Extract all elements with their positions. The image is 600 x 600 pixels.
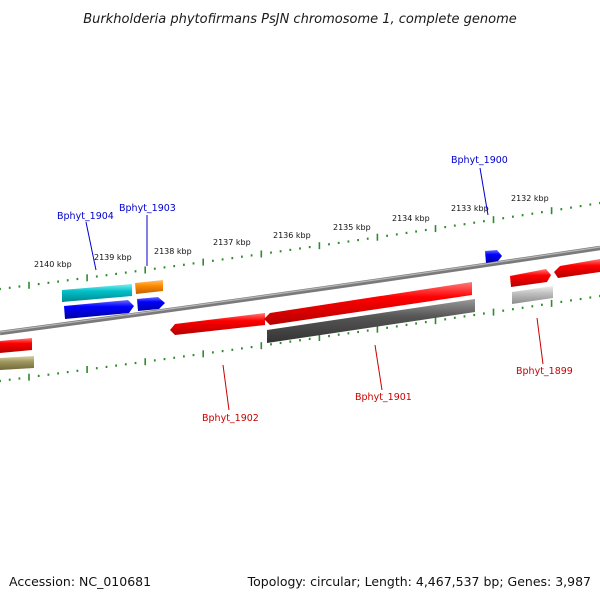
feature-bphyt-1901-red[interactable]: [264, 282, 472, 325]
inner-tick-track: [0, 294, 600, 383]
bphyt-1904-blue-arrow[interactable]: [64, 300, 134, 319]
gene-label-bphyt-1899[interactable]: Bphyt_1899: [516, 366, 573, 377]
leader-line-bphyt-1904: [85, 221, 97, 271]
feature-bphyt-1899-upper-left[interactable]: [510, 269, 551, 287]
tick-label-2134: 2134 kbp: [392, 214, 430, 223]
gene-label-bphyt-1900[interactable]: Bphyt_1900: [451, 155, 508, 166]
tick-label-2132: 2132 kbp: [511, 194, 549, 203]
chromosome-backbone: [0, 245, 600, 336]
tick-label-2136: 2136 kbp: [273, 231, 311, 240]
feature-left-olive[interactable]: [0, 356, 34, 370]
feature-bphyt-1901-gray[interactable]: [267, 299, 475, 343]
leader-line-bphyt-1900: [479, 167, 489, 216]
leader-line-bphyt-1899: [536, 317, 544, 365]
feature-bphyt-1899-lower[interactable]: [512, 286, 553, 304]
tick-label-2135: 2135 kbp: [333, 223, 371, 232]
gene-label-bphyt-1901[interactable]: Bphyt_1901: [355, 392, 412, 403]
feature-bphyt-1899-upper-right[interactable]: [554, 259, 600, 278]
outer-tick-track: [0, 201, 600, 291]
feature-bphyt-1900[interactable]: [485, 250, 502, 263]
bphyt-1904-cyan-feature[interactable]: [62, 284, 132, 302]
map-title: Burkholderia phytofirmans PsJN chromosom…: [83, 12, 517, 27]
genome-summary-text: Topology: circular; Length: 4,467,537 bp…: [247, 574, 591, 589]
accession-text: Accession: NC_010681: [9, 574, 151, 589]
leader-line-bphyt-1901: [374, 344, 383, 391]
gene-label-bphyt-1902[interactable]: Bphyt_1902: [202, 413, 259, 424]
tick-label-2138: 2138 kbp: [154, 247, 192, 256]
tick-label-2133: 2133 kbp: [451, 204, 489, 213]
gene-label-bphyt-1904[interactable]: Bphyt_1904: [57, 211, 114, 222]
chromosome-backbone-highlight: [0, 246, 600, 333]
leader-line-bphyt-1902: [222, 364, 230, 411]
tick-label-2139: 2139 kbp: [94, 253, 132, 262]
tick-label-2137: 2137 kbp: [213, 238, 251, 247]
feature-bphyt-1903[interactable]: [137, 297, 165, 311]
tick-label-2140: 2140 kbp: [34, 260, 72, 269]
gene-label-bphyt-1903[interactable]: Bphyt_1903: [119, 203, 176, 214]
feature-orange[interactable]: [135, 280, 163, 294]
feature-bphyt-1904[interactable]: [62, 284, 134, 319]
feature-left-red[interactable]: [0, 338, 32, 353]
feature-bphyt-1902[interactable]: [170, 313, 265, 335]
